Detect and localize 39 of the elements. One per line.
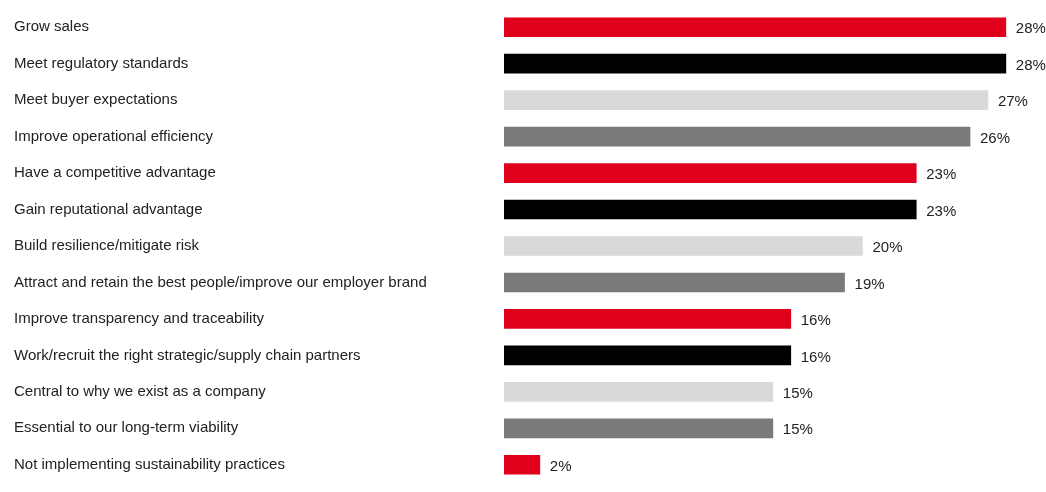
bar bbox=[504, 53, 1007, 74]
y-tick-label: Work/recruit the right strategic/supply chain partners bbox=[14, 345, 361, 363]
bar bbox=[504, 17, 1007, 38]
data-label: 28% bbox=[1015, 55, 1046, 73]
bar bbox=[504, 90, 989, 110]
data-label: 15% bbox=[782, 420, 813, 438]
y-tick-label: Central to why we exist as a company bbox=[14, 381, 267, 399]
y-tick-label: Not implementing sustainability practices bbox=[14, 454, 285, 472]
bar bbox=[504, 309, 792, 329]
bar bbox=[504, 126, 971, 147]
y-tick-label: Improve transparency and traceability bbox=[14, 309, 265, 327]
y-tick-label: Grow sales bbox=[14, 17, 90, 35]
data-label: 23% bbox=[926, 165, 957, 183]
data-label: 27% bbox=[997, 92, 1028, 110]
data-label: 2% bbox=[549, 456, 572, 474]
data-label: 23% bbox=[926, 201, 957, 219]
y-tick-label: Have a competitive advantage bbox=[14, 163, 216, 181]
bar bbox=[504, 272, 845, 293]
y-tick-label: Meet buyer expectations bbox=[14, 90, 178, 108]
bar bbox=[504, 454, 541, 475]
bar bbox=[504, 345, 792, 366]
data-label: 26% bbox=[980, 128, 1011, 146]
y-tick-label: Meet regulatory standards bbox=[14, 53, 189, 71]
bar bbox=[504, 199, 917, 220]
data-label: 28% bbox=[1015, 19, 1046, 37]
bar bbox=[504, 382, 774, 402]
bar bbox=[504, 418, 774, 439]
data-label: 16% bbox=[800, 347, 831, 365]
y-tick-label: Build resilience/mitigate risk bbox=[14, 236, 200, 254]
bar bbox=[504, 236, 863, 256]
data-label: 20% bbox=[872, 238, 903, 256]
y-tick-label: Gain reputational advantage bbox=[14, 199, 203, 217]
data-label: 19% bbox=[854, 274, 885, 292]
data-label: 15% bbox=[782, 383, 813, 401]
bar bbox=[504, 163, 917, 183]
y-tick-label: Essential to our long-term viability bbox=[14, 418, 239, 436]
y-tick-label: Improve operational efficiency bbox=[14, 126, 214, 144]
data-label: 16% bbox=[800, 311, 831, 329]
y-tick-label: Attract and retain the best people/improve our employer brand bbox=[14, 272, 427, 290]
